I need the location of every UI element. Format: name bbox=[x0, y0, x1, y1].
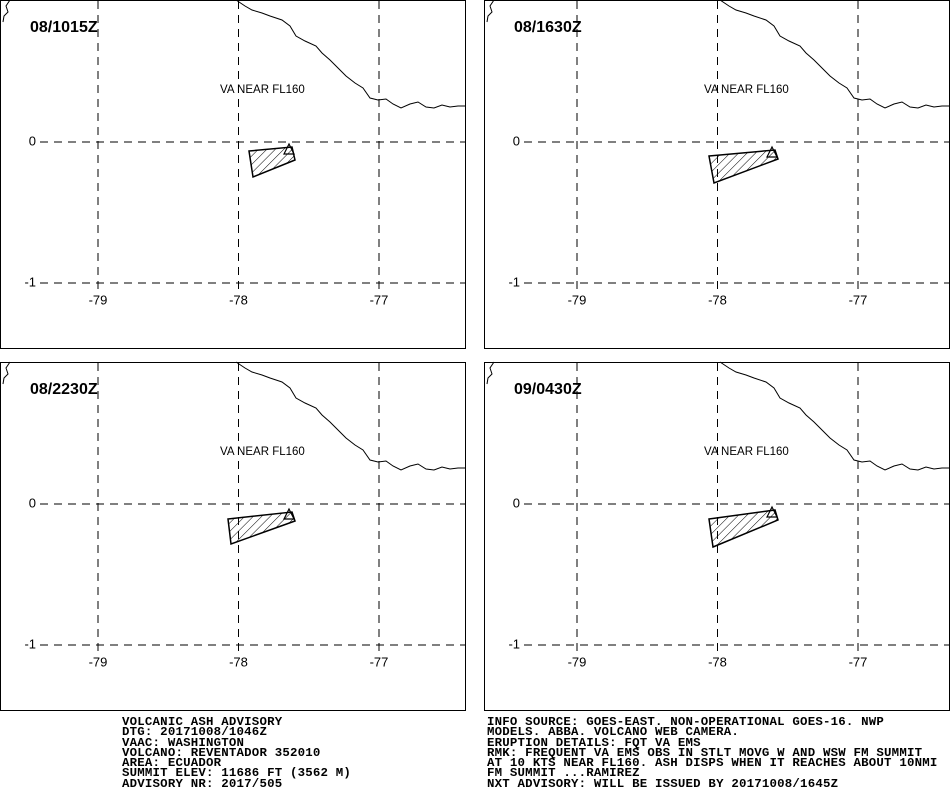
panel-time: 08/1015Z bbox=[30, 19, 98, 36]
advisory-line: NXT ADVISORY: WILL BE ISSUED BY 20171008… bbox=[487, 776, 839, 791]
lat-tick-label: 0 bbox=[29, 495, 36, 510]
volcano-icon bbox=[283, 142, 295, 155]
advisory-line: AREA: ECUADOR bbox=[122, 756, 222, 771]
lat-tick-label: -1 bbox=[508, 274, 520, 289]
lon-tick-label: -77 bbox=[370, 654, 389, 669]
volcano-icon bbox=[766, 505, 778, 518]
ash-cloud bbox=[708, 149, 779, 185]
advisory-right: INFO SOURCE: GOES-EAST. NON-OPERATIONAL … bbox=[487, 715, 938, 791]
annotation: VA NEAR FL160 bbox=[704, 84, 789, 96]
annotation: VA NEAR FL160 bbox=[704, 446, 789, 458]
ash-cloud bbox=[708, 509, 779, 549]
coastline bbox=[235, 361, 465, 471]
advisory-line: VAAC: WASHINGTON bbox=[122, 735, 245, 750]
advisory-line: FM SUMMIT ...RAMIREZ bbox=[487, 766, 640, 781]
advisory-left: VOLCANIC ASH ADVISORY DTG: 20171008/1046Z… bbox=[122, 715, 352, 791]
lat-tick-label: 0 bbox=[29, 133, 36, 148]
map-panel: -79 -78 -77 0 -1 09/0430Z VA NEAR FL160 bbox=[484, 361, 950, 711]
advisory-line: SUMMIT ELEV: 11686 FT (3562 M) bbox=[122, 766, 352, 781]
lat-tick-label: -1 bbox=[24, 274, 36, 289]
lon-tick-label: -77 bbox=[849, 292, 868, 307]
advisory-line: VOLCANIC ASH ADVISORY bbox=[122, 715, 283, 729]
ash-cloud bbox=[227, 511, 296, 546]
coastline bbox=[2, 361, 11, 385]
panel-time: 08/2230Z bbox=[30, 381, 98, 398]
lon-tick-label: -78 bbox=[708, 292, 727, 307]
lon-tick-label: -78 bbox=[229, 654, 248, 669]
lon-tick-label: -79 bbox=[89, 654, 108, 669]
lon-tick-label: -77 bbox=[370, 292, 389, 307]
advisory-line: INFO SOURCE: GOES-EAST. NON-OPERATIONAL … bbox=[487, 715, 885, 729]
advisory-line: RMK: FREQUENT VA EMS OBS IN STLT MOVG W … bbox=[487, 745, 923, 760]
coastline bbox=[235, 0, 465, 109]
volcano-icon bbox=[283, 507, 295, 520]
coastline bbox=[719, 361, 949, 471]
lon-tick-label: -79 bbox=[89, 292, 108, 307]
advisory-line: ADVISORY NR: 2017/505 bbox=[122, 776, 283, 791]
map-panel: -79 -78 -77 0 -1 08/2230Z VA NEAR FL160 bbox=[0, 361, 466, 711]
annotation: VA NEAR FL160 bbox=[220, 84, 305, 96]
panel-time: 09/0430Z bbox=[514, 381, 582, 398]
lon-tick-label: -77 bbox=[849, 654, 868, 669]
advisory-line: ERUPTION DETAILS: FQT VA EMS bbox=[487, 735, 701, 750]
volcano-icon bbox=[766, 145, 778, 158]
advisory-line: VOLCANO: REVENTADOR 352010 bbox=[122, 745, 321, 760]
map-panel: -79 -78 -77 0 -1 08/1630Z VA NEAR FL160 bbox=[484, 0, 950, 349]
annotation: VA NEAR FL160 bbox=[220, 446, 305, 458]
panel-border bbox=[0, 0, 466, 349]
coastline bbox=[719, 0, 949, 109]
advisory-line: DTG: 20171008/1046Z bbox=[122, 725, 268, 740]
lon-tick-label: -79 bbox=[568, 654, 587, 669]
coastline bbox=[486, 0, 495, 23]
lon-tick-label: -79 bbox=[568, 292, 587, 307]
coastline bbox=[486, 361, 495, 385]
lat-tick-label: -1 bbox=[24, 636, 36, 651]
panel-time: 08/1630Z bbox=[514, 19, 582, 36]
advisory-line: MODELS. ABBA. VOLCANO WEB CAMERA. bbox=[487, 725, 739, 740]
lat-tick-label: -1 bbox=[508, 636, 520, 651]
lon-tick-label: -78 bbox=[229, 292, 248, 307]
advisory-line: AT 10 KTS NEAR FL160. ASH DISPS WHEN IT … bbox=[487, 756, 938, 771]
lon-tick-label: -78 bbox=[708, 654, 727, 669]
coastline bbox=[2, 0, 11, 23]
lat-tick-label: 0 bbox=[513, 495, 520, 510]
lat-tick-label: 0 bbox=[513, 133, 520, 148]
map-panel: -79 -78 -77 0 -1 08/1015Z VA NEAR FL160 bbox=[0, 0, 466, 349]
